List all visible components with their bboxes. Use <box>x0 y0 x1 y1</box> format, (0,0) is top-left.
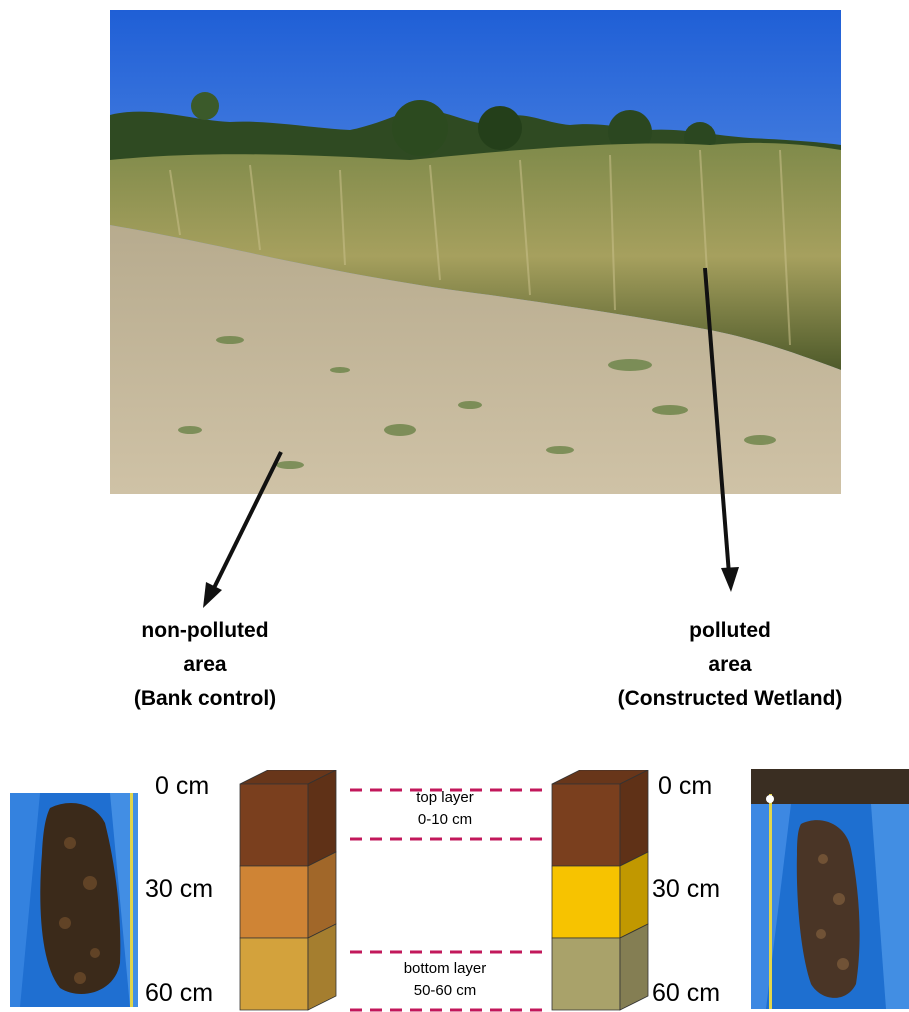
label-line: polluted <box>689 619 771 642</box>
depth-label-0cm-left: 0 cm <box>155 772 210 800</box>
arrow-to-polluted <box>703 267 739 592</box>
label-polluted: polluted area (Constructed Wetland) <box>570 614 890 716</box>
layer-guides <box>350 788 548 1012</box>
arrow-to-non-polluted <box>203 451 283 608</box>
depth-label-60cm-left: 60 cm <box>145 979 214 1007</box>
bottom-layer-range: 50-60 cm <box>413 982 477 999</box>
label-line: non-polluted <box>141 619 269 642</box>
depth-label-60cm-right: 60 cm <box>652 979 721 1007</box>
soil-column-non-polluted <box>239 770 337 1011</box>
right-column-layer-lower-side <box>619 923 649 1011</box>
right-column-layer-lower-front <box>551 937 621 1011</box>
depth-label-30cm-right: 30 cm <box>652 875 721 903</box>
right-column-layer-0-30cm-front <box>551 783 621 867</box>
left-column-layer-30-60cm-upper-side <box>307 851 337 939</box>
field-photo <box>110 10 841 494</box>
top-layer-label: top layer 0-10 cm <box>355 787 535 831</box>
left-column-layer-lower-front <box>239 937 309 1011</box>
right-column-layer-30-60cm-upper-front <box>551 865 621 939</box>
soil-core-photo-right <box>751 769 909 1009</box>
top-layer-name: top layer <box>416 789 474 806</box>
arrows-overlay <box>203 267 739 608</box>
left-column-layer-0-30cm-side <box>307 770 337 867</box>
label-line: (Bank control) <box>133 687 277 710</box>
top-layer-range: 0-10 cm <box>417 811 473 828</box>
left-column-layer-0-30cm-front <box>239 783 309 867</box>
bottom-layer-label: bottom layer 50-60 cm <box>355 958 535 1002</box>
bottom-layer-name: bottom layer <box>403 960 487 977</box>
left-column-layer-30-60cm-upper-front <box>239 865 309 939</box>
soil-columns-diagram <box>239 770 649 1012</box>
depth-label-0cm-right: 0 cm <box>658 772 713 800</box>
depth-label-30cm-left: 30 cm <box>145 875 214 903</box>
right-column-layer-0-30cm-side <box>619 770 649 867</box>
soil-core-photo-left <box>10 793 138 1007</box>
label-line: area <box>183 653 227 676</box>
label-non-polluted: non-polluted area (Bank control) <box>80 614 330 716</box>
label-line: (Constructed Wetland) <box>617 687 843 710</box>
right-column-layer-30-60cm-upper-side <box>619 851 649 939</box>
left-column-layer-lower-side <box>307 923 337 1011</box>
label-line: area <box>708 653 752 676</box>
soil-column-polluted <box>551 770 649 1011</box>
